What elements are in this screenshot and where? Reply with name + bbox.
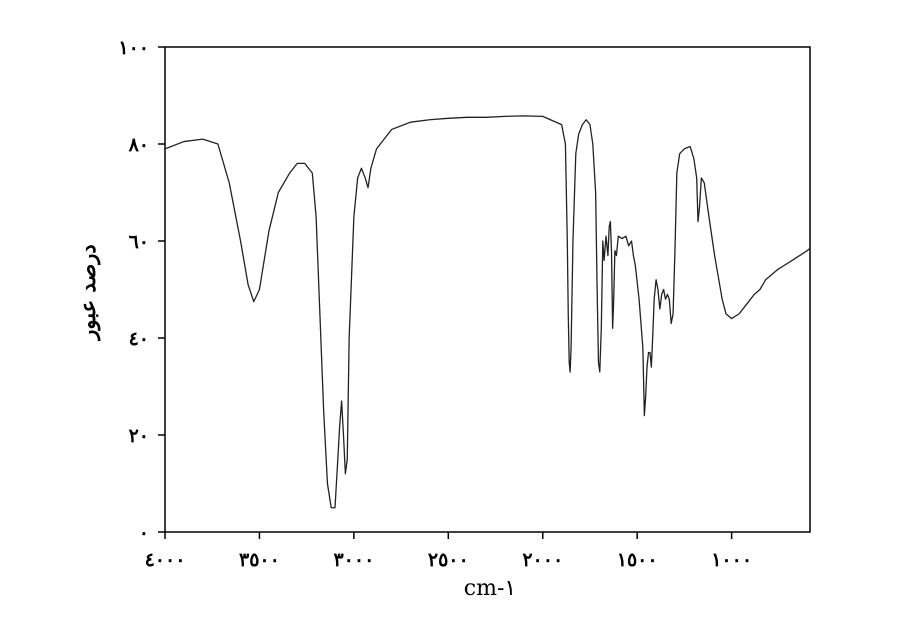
x-tick-label: ١٠٠٠ <box>711 549 752 571</box>
x-tick-label: ٢٠٠٠ <box>522 549 563 571</box>
series-layer <box>164 115 811 509</box>
x-tick-label: ٤٠٠٠ <box>145 549 186 571</box>
x-tick-label: ٣٥٠٠ <box>239 549 280 571</box>
y-tick-label: ٠ <box>139 522 149 544</box>
x-tick-label: ٣٠٠٠ <box>333 549 374 571</box>
y-axis-title: درصد عبور <box>75 244 101 342</box>
y-tick-label: ٢٠ <box>129 425 149 447</box>
x-tick-label: ٢٥٠٠ <box>428 549 469 571</box>
ticks-layer: ٤٠٠٠ ٣٥٠٠ ٣٠٠٠ ٢٥٠٠ ٢٠٠٠ ١٥٠٠ ١٠٠٠ ٠ ٢٠ ٤٠ ٦٠ ٨٠ ١٠٠ <box>118 37 752 571</box>
x-tick-label: ١٥٠٠ <box>617 549 658 571</box>
y-tick-label: ١٠٠ <box>118 37 149 59</box>
y-tick-label: ٨٠ <box>128 134 149 156</box>
x-axis-title: cm-١ <box>464 576 516 601</box>
y-tick-label: ٤٠ <box>129 328 149 350</box>
y-tick-label: ٦٠ <box>129 231 149 253</box>
spectrum-line <box>164 115 811 509</box>
plot-frame <box>164 46 811 533</box>
